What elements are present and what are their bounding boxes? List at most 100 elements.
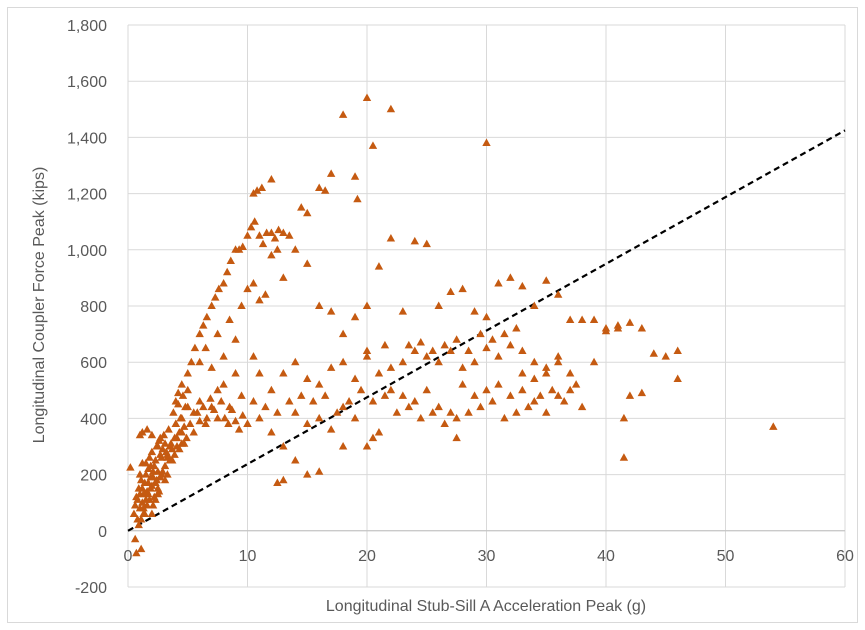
data-point [554,352,563,360]
data-point [338,442,348,450]
data-point [326,425,336,433]
data-point [613,323,623,332]
reference-line [127,129,846,532]
data-point [173,388,183,397]
data-point [554,357,563,366]
data-point [175,444,184,453]
data-point [315,467,324,475]
data-point [542,276,551,284]
data-point [150,461,159,470]
data-point [231,368,240,377]
data-point [171,419,180,428]
data-point [291,357,300,366]
data-point [326,363,336,371]
data-point [135,470,145,478]
data-point [199,321,208,329]
data-point [225,315,234,324]
data-point [494,279,503,287]
data-point [297,391,306,399]
data-point [404,340,414,349]
data-point [380,391,390,399]
data-point [619,453,629,461]
data-point [168,444,177,453]
data-point [222,267,232,276]
x-tick-label: 0 [124,548,133,565]
data-point [470,357,479,366]
data-point [512,323,521,332]
data-point [404,402,414,411]
data-point [273,408,282,416]
gridlines [127,24,846,588]
data-point [213,385,222,394]
data-point [273,245,282,253]
data-point [362,346,372,354]
data-point [661,352,670,360]
data-point [374,262,384,270]
data-point [338,402,348,411]
data-point [353,194,362,203]
data-point [148,501,158,509]
data-point [482,343,491,352]
data-point [410,236,419,245]
data-point [136,544,146,553]
y-tick-label: 600 [80,355,107,372]
data-point [136,515,146,523]
data-point [142,425,152,433]
data-point [577,402,587,411]
data-point [255,231,264,239]
data-point [267,250,276,259]
data-point [506,391,515,399]
data-point [140,478,149,487]
data-point [338,329,348,338]
data-point [219,279,228,287]
x-axis-title: Longitudinal Stub-Sill A Acceleration Pe… [326,598,646,615]
data-point [422,385,431,394]
data-point [141,470,151,478]
data-point [243,284,252,293]
data-point [279,475,288,484]
data-point [649,349,658,357]
data-point [147,430,157,439]
data-point [470,307,479,315]
data-point [518,385,527,394]
data-point [494,352,503,360]
data-point [144,464,153,472]
data-point [458,363,467,371]
data-point [217,397,226,405]
data-point [362,442,372,450]
data-point [202,312,212,321]
data-point [410,397,419,405]
data-point [637,323,647,332]
data-point [146,484,155,492]
data-point [386,234,396,242]
data-point [135,489,145,498]
data-point [374,427,384,436]
data-point [530,301,539,309]
data-point [470,391,479,399]
data-point [211,293,220,301]
data-point [243,419,252,428]
data-point [163,450,172,458]
data-point [164,425,173,433]
y-tick-label: 800 [80,299,107,316]
data-point [270,234,280,242]
data-point [189,427,198,436]
data-point [261,290,270,298]
data-point [338,110,348,118]
data-point [249,279,258,287]
data-point [577,315,587,324]
data-point [148,467,158,475]
data-point [249,397,258,405]
data-point [303,419,312,428]
data-point [416,413,425,422]
data-point [238,411,247,419]
data-point [165,456,175,464]
data-point [625,318,635,326]
y-axis-title: Longitudinal Coupler Force Peak (kips) [31,167,48,444]
data-point [452,335,461,343]
data-point [267,228,276,236]
data-point [151,495,160,503]
data-point [494,380,503,388]
data-point [392,408,402,416]
